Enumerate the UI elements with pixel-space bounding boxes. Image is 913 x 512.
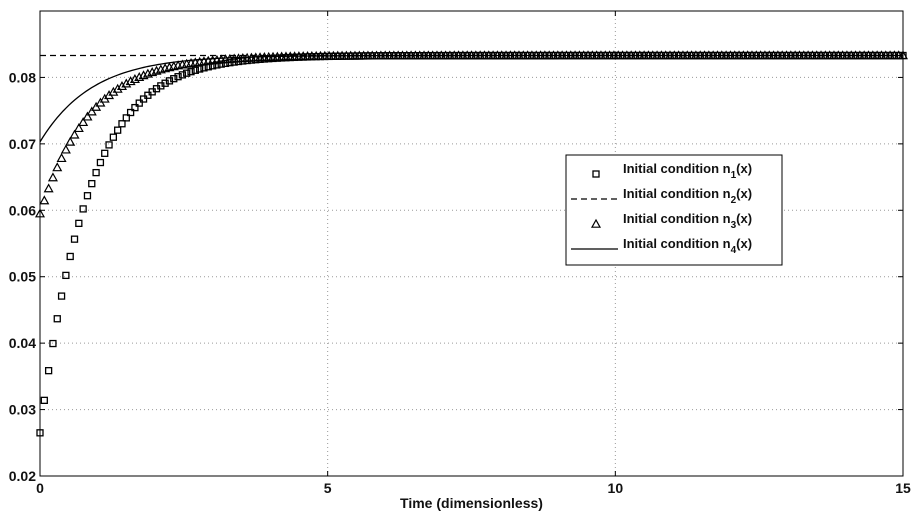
axis-ticks: 0 5 10 15 0.02 0.03 0.04 0.05 0.06 0.07 0.08 <box>9 11 911 496</box>
data-point <box>40 396 48 404</box>
data-point <box>112 83 123 93</box>
plot-frame <box>39 10 904 477</box>
data-point <box>217 60 225 68</box>
data-point <box>187 68 195 76</box>
data-point <box>116 80 128 91</box>
data-point <box>43 183 54 193</box>
x-tick-label: 5 <box>324 480 332 496</box>
data-point <box>92 168 100 177</box>
data-point <box>62 271 70 280</box>
legend-label: Initial condition n1(x) <box>623 161 752 181</box>
data-point <box>174 73 182 81</box>
data-point <box>83 192 92 200</box>
data-point <box>105 141 113 149</box>
data-point <box>49 339 57 348</box>
y-tick-label: 0.05 <box>9 269 36 285</box>
data-point <box>56 152 67 163</box>
y-tick-label: 0.06 <box>9 202 36 218</box>
x-axis-label: Time (dimensionless) <box>400 495 543 511</box>
data-point <box>131 103 139 112</box>
legend-triangle-marker <box>590 218 602 228</box>
data-point <box>178 71 187 79</box>
data-point <box>79 205 87 213</box>
data-point <box>82 111 93 121</box>
legend-label: Initial condition n3(x) <box>623 211 752 231</box>
y-tick-label: 0.08 <box>9 69 36 85</box>
x-tick-label: 15 <box>895 480 911 496</box>
data-point <box>129 73 140 84</box>
data-point <box>114 126 122 134</box>
data-point <box>96 158 105 167</box>
data-point <box>73 123 84 133</box>
series-line <box>39 54 903 143</box>
data-point <box>75 219 83 228</box>
legend-entry-3: Initial condition n3(x) <box>590 211 752 231</box>
y-tick-label: 0.07 <box>9 136 36 152</box>
data-point <box>69 129 80 139</box>
data-point <box>135 99 143 107</box>
y-tick-label: 0.03 <box>9 402 36 418</box>
data-point <box>52 162 63 172</box>
legend-box <box>565 154 783 266</box>
data-point <box>47 172 58 182</box>
data-point <box>60 144 71 154</box>
legend-label: Initial condition n4(x) <box>623 236 752 256</box>
data-point <box>125 76 136 86</box>
data-point <box>86 106 97 116</box>
data-point <box>101 149 109 157</box>
legend-entry-4: Initial condition n4(x) <box>571 236 752 256</box>
data-point <box>66 252 74 261</box>
legend-entry-1: Initial condition n1(x) <box>592 161 752 181</box>
data-point <box>126 108 135 117</box>
y-tick-label: 0.02 <box>9 468 36 484</box>
data-point <box>118 120 126 128</box>
series-4 <box>39 54 903 143</box>
data-point <box>57 292 66 300</box>
x-tick-label: 0 <box>36 480 44 496</box>
y-tick-label: 0.04 <box>9 335 36 351</box>
data-point <box>213 61 221 69</box>
data-point <box>88 179 96 188</box>
data-point <box>53 315 61 323</box>
data-point <box>65 136 76 146</box>
data-point <box>109 133 118 141</box>
data-point <box>139 95 148 103</box>
data-point <box>44 367 53 375</box>
legend: Initial condition n1(x) Initial condition… <box>565 154 783 266</box>
series-layer <box>34 50 909 437</box>
data-point <box>165 77 174 85</box>
data-point <box>70 235 79 243</box>
x-tick-label: 10 <box>608 480 624 496</box>
data-point <box>170 75 178 83</box>
legend-label: Initial condition n2(x) <box>623 186 752 206</box>
data-point <box>183 69 191 77</box>
data-point <box>122 114 130 122</box>
data-point <box>91 101 102 111</box>
legend-entry-2: Initial condition n2(x) <box>571 186 752 206</box>
data-point <box>121 78 132 88</box>
data-point <box>191 66 199 74</box>
legend-square-marker <box>592 170 600 178</box>
data-point <box>78 117 89 127</box>
data-point <box>39 195 50 205</box>
